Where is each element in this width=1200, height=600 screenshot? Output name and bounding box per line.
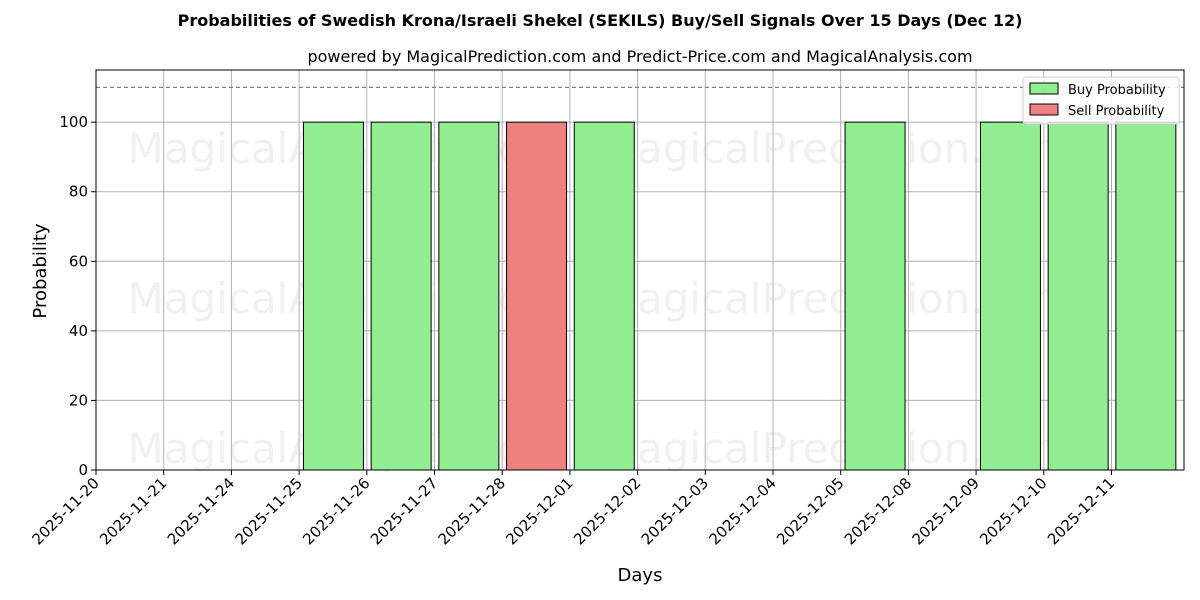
x-tick-label: 2025-12-05 <box>773 474 847 548</box>
x-tick-label: 2025-11-24 <box>164 474 238 548</box>
x-tick-label: 2025-12-03 <box>638 474 712 548</box>
x-tick-label: 2025-12-04 <box>705 474 779 548</box>
x-tick-label: 2025-11-21 <box>96 474 170 548</box>
x-tick-label: 2025-12-01 <box>502 474 576 548</box>
legend-swatch-buy <box>1029 82 1059 95</box>
plot-frame <box>95 69 1185 471</box>
x-tick-label: 2025-12-02 <box>570 474 644 548</box>
y-tick-layer: 0 20 40 60 80 100 <box>59 113 96 479</box>
bar-buy <box>844 121 906 471</box>
x-tick-label: 2025-11-25 <box>232 474 306 548</box>
bar-buy <box>1115 121 1177 471</box>
legend-label-buy: Buy Probability <box>1068 83 1166 98</box>
x-tick-label: 2025-11-28 <box>435 474 509 548</box>
chart-title: Probabilities of Swedish Krona/Israeli S… <box>178 11 1023 30</box>
bar-buy <box>573 121 635 471</box>
x-tick-label: 2025-11-26 <box>299 474 373 548</box>
x-tick-label: 2025-12-08 <box>841 474 915 548</box>
y-tick-label: 100 <box>59 113 88 131</box>
y-axis-label: Probability <box>30 223 51 318</box>
y-tick-label: 20 <box>69 391 88 409</box>
y-tick-label: 40 <box>69 322 88 340</box>
x-tick-label: 2025-12-11 <box>1044 474 1118 548</box>
bar-buy <box>979 121 1041 471</box>
y-tick-label: 60 <box>69 252 88 270</box>
bar-buy <box>1047 121 1109 471</box>
bar-buy <box>370 121 432 471</box>
x-tick-label: 2025-11-27 <box>367 474 441 548</box>
x-axis-label: Days <box>618 565 663 586</box>
bar-sell <box>506 121 568 471</box>
grid-layer <box>95 70 1184 471</box>
legend-swatch-sell <box>1029 103 1059 116</box>
x-tick-label: 2025-11-20 <box>28 474 102 548</box>
bar-buy <box>302 121 364 471</box>
legend-label-sell: Sell Probability <box>1068 104 1165 119</box>
y-tick-label: 80 <box>69 183 88 201</box>
x-tick-layer: 2025-11-202025-11-212025-11-242025-11-25… <box>28 470 1118 548</box>
y-tick-label: 0 <box>78 461 88 479</box>
legend-box <box>1022 76 1180 125</box>
chart-subtitle: powered by MagicalPrediction.com and Pre… <box>307 47 972 66</box>
x-tick-label: 2025-12-10 <box>976 474 1050 548</box>
legend: Buy Probability Sell Probability <box>1022 76 1180 125</box>
x-tick-label: 2025-12-09 <box>909 474 983 548</box>
bar-buy <box>438 121 500 471</box>
